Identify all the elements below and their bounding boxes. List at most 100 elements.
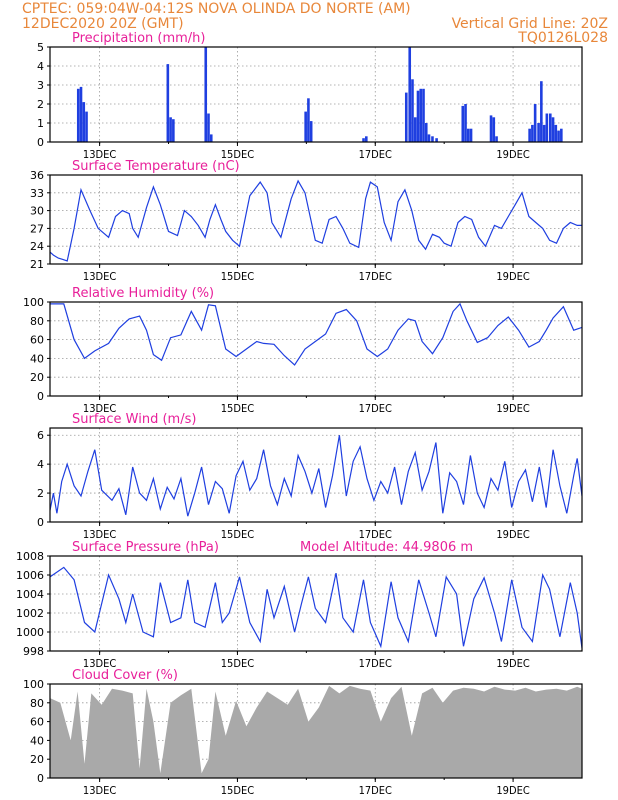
panel-4-xtick: 19DEC — [496, 528, 529, 541]
precip-bar — [549, 113, 552, 142]
panel-2-title: Surface Temperature (nC) — [72, 159, 240, 174]
precip-bar — [309, 121, 313, 142]
panel-4-ytick: 6 — [37, 429, 44, 442]
panel-2-ytick: 24 — [30, 240, 44, 253]
panel-5-frame — [49, 555, 583, 652]
panel-1-xtick: 13DEC — [83, 148, 116, 161]
precip-bar — [413, 117, 417, 142]
panel-1-xtick: 15DEC — [221, 148, 254, 161]
panel-1-xtick: 19DEC — [496, 148, 529, 161]
precip-bar — [489, 115, 493, 142]
precip-bar — [545, 113, 549, 142]
panel-1-ytick: 2 — [37, 98, 44, 111]
precip-bar — [424, 123, 428, 142]
panel-2-xtick: 15DEC — [221, 270, 254, 283]
panel-1-title: Precipitation (mm/h) — [72, 31, 205, 46]
panel-1-frame — [49, 46, 583, 143]
panel-5-ytick: 998 — [23, 645, 44, 658]
panel-5-ytick: 1000 — [16, 626, 44, 639]
header-station: CPTEC: 059:04W-04:12S NOVA OLINDA DO NOR… — [22, 1, 411, 17]
panel-2-ytick: 36 — [30, 169, 44, 182]
panel-5-xtick: 19DEC — [496, 657, 529, 670]
precip-bar — [85, 111, 88, 142]
precip-bar — [408, 47, 412, 142]
panel-3-ytick: 60 — [30, 334, 44, 347]
precip-bar — [461, 105, 465, 142]
panel-6-ytick: 100 — [23, 678, 44, 691]
precip-bar — [464, 104, 467, 142]
precip-bar — [431, 136, 434, 142]
panel-6-ytick: 40 — [30, 734, 44, 747]
precip-bar — [362, 138, 365, 142]
panel-5-xtick: 13DEC — [83, 657, 116, 670]
panel-3-frame — [49, 301, 583, 397]
panel-4-ytick: 4 — [37, 458, 44, 471]
panel-3-ytick: 80 — [30, 315, 44, 328]
panel-3-xtick: 15DEC — [221, 402, 254, 415]
panel-6-xtick: 15DEC — [221, 784, 254, 797]
panel-6-ytick: 80 — [30, 697, 44, 710]
precip-bar — [76, 88, 80, 142]
precip-bar — [82, 102, 86, 142]
precip-bar — [416, 90, 420, 142]
precip-bar — [557, 130, 560, 142]
precip-bar — [422, 88, 425, 142]
panel-2-series-line — [50, 179, 582, 262]
precip-bar — [554, 124, 558, 142]
panel-6-xtick: 13DEC — [83, 784, 116, 797]
precip-bar — [542, 124, 546, 142]
panel-4-xtick: 15DEC — [221, 528, 254, 541]
panel-2-ytick: 27 — [30, 222, 44, 235]
panel-6-ytick: 0 — [37, 772, 44, 785]
precip-bar — [560, 128, 563, 142]
precip-bar — [419, 88, 423, 142]
panel-3-xtick: 17DEC — [359, 402, 392, 415]
panel-3-ytick: 100 — [23, 296, 44, 309]
precip-bar — [495, 136, 498, 142]
precip-bar — [79, 86, 83, 142]
precip-bar — [207, 113, 210, 142]
panel-4-title: Surface Wind (m/s) — [72, 412, 196, 427]
panel-4-xtick: 17DEC — [359, 528, 392, 541]
precip-bar — [533, 104, 537, 142]
panel-6-ytick: 20 — [30, 753, 44, 766]
panel-5-ytick: 1002 — [16, 607, 44, 620]
panel-5-xtick: 15DEC — [221, 657, 254, 670]
panel-6-xtick: 17DEC — [359, 784, 392, 797]
panel-4-xtick: 13DEC — [83, 528, 116, 541]
panel-3-xtick: 19DEC — [496, 402, 529, 415]
panel-3-xtick: 13DEC — [83, 402, 116, 415]
header-model-code: TQ0126L028 — [518, 30, 608, 46]
panel-2-ytick: 21 — [30, 258, 44, 271]
header-date: 12DEC2020 20Z (GMT) — [22, 16, 184, 32]
panel-3-ytick: 40 — [30, 352, 44, 365]
precip-bar — [540, 81, 543, 142]
panel-3-ytick: 20 — [30, 371, 44, 384]
panel-2-xtick: 13DEC — [83, 270, 116, 283]
precip-bar — [209, 134, 213, 142]
precip-bar — [435, 138, 438, 142]
panel-2-xtick: 19DEC — [496, 270, 529, 283]
precip-bar — [166, 64, 170, 142]
panel-2-ytick: 30 — [30, 205, 44, 218]
precip-bar — [169, 117, 172, 142]
panel-5-series-line — [50, 566, 582, 649]
panel-3-series-line — [50, 302, 582, 366]
panel-4-ytick: 2 — [37, 487, 44, 500]
panel-5-ytick: 1004 — [16, 588, 44, 601]
panel-1-ytick: 4 — [37, 60, 44, 73]
panel-6-title: Cloud Cover (%) — [72, 668, 178, 683]
panel-1-ytick: 1 — [37, 117, 44, 130]
precip-bar — [537, 123, 540, 142]
panel-5-ytick: 1008 — [16, 550, 44, 563]
precip-bar — [172, 119, 175, 142]
panel-4-ytick: 0 — [37, 516, 44, 529]
panel-5-ytick: 1006 — [16, 569, 44, 582]
precip-bar — [427, 134, 431, 142]
precip-bar — [469, 128, 473, 142]
precip-bar — [492, 117, 496, 142]
panel-1-ytick: 0 — [37, 136, 44, 149]
panel-5-title: Surface Pressure (hPa) — [72, 540, 219, 555]
panel-5-xtick: 17DEC — [359, 657, 392, 670]
